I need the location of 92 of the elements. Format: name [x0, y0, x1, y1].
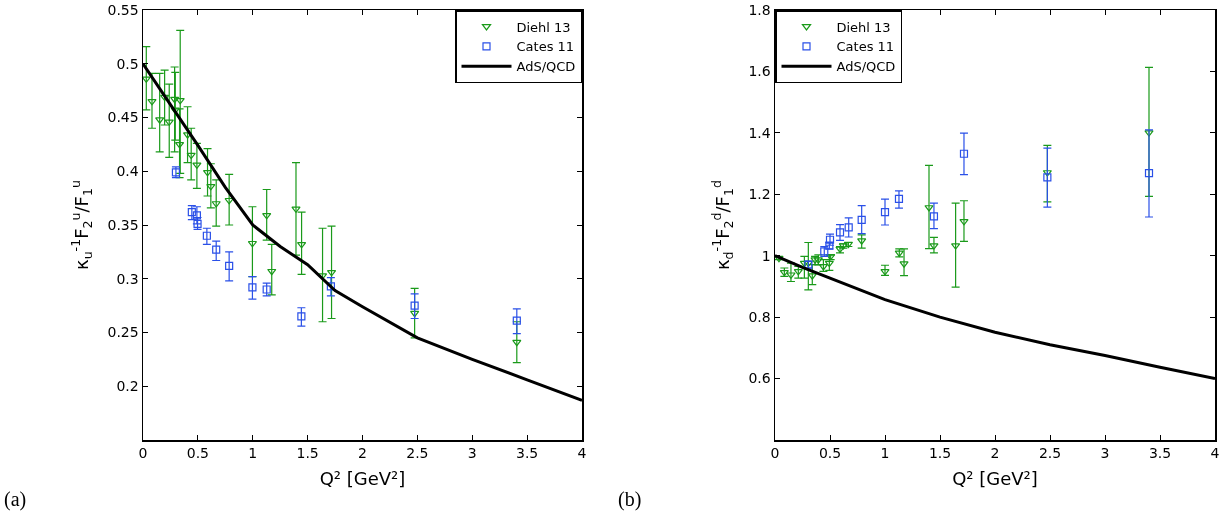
legend-label: Cates 11 — [516, 39, 575, 55]
point — [1043, 173, 1052, 182]
point — [880, 208, 890, 217]
point — [410, 301, 419, 310]
point — [959, 218, 969, 226]
text: (a) — [4, 488, 27, 511]
point — [141, 76, 151, 83]
y-tick-label: 1 — [761, 247, 771, 264]
legend-label: Diehl 13 — [836, 19, 891, 35]
point — [807, 273, 817, 280]
x-tick-label: 2.5 — [1038, 445, 1062, 462]
x-tick-label: 3.5 — [1148, 445, 1172, 462]
point — [248, 283, 257, 292]
x-tick-label: 0 — [138, 445, 148, 462]
x-tick-label: 0 — [770, 445, 780, 462]
x-tick-label: 3 — [1100, 445, 1110, 462]
point — [297, 312, 306, 321]
x-tick-label: 2 — [990, 445, 1000, 462]
legend-label: AdS/QCD — [836, 59, 896, 75]
point — [164, 119, 174, 126]
y-tick-label: 1.8 — [748, 1, 771, 18]
point — [155, 117, 165, 124]
x-tick-label: 3 — [467, 445, 477, 462]
point — [786, 272, 796, 279]
point — [929, 212, 939, 221]
point — [959, 149, 969, 158]
point — [192, 211, 201, 220]
x-tick-label: 0.5 — [186, 445, 210, 462]
point — [326, 282, 335, 291]
point — [202, 169, 213, 177]
point — [212, 245, 221, 254]
y-tick-label: 0.2 — [116, 378, 139, 395]
point — [211, 201, 221, 208]
legend-label: AdS/QCD — [516, 59, 576, 75]
x-tick-label: 1 — [248, 445, 258, 462]
point — [929, 243, 939, 250]
point — [267, 268, 277, 276]
point — [824, 260, 834, 268]
point — [262, 212, 272, 220]
y-tick-label: 0.45 — [107, 109, 139, 126]
x-tick-label: 1.5 — [296, 445, 319, 462]
point — [224, 197, 234, 205]
y-tick-label: 1.4 — [748, 124, 771, 141]
point — [880, 269, 890, 276]
point — [1042, 170, 1052, 177]
x-tick-label: 2 — [358, 445, 367, 462]
y-tick-label: 0.3 — [116, 270, 139, 287]
point — [1144, 130, 1154, 137]
point — [924, 205, 934, 212]
x-tick-label: 4 — [1210, 445, 1220, 462]
point — [326, 269, 337, 277]
point — [857, 215, 866, 224]
x-tick-label: 2.5 — [406, 445, 429, 462]
point — [899, 261, 909, 268]
point — [187, 208, 196, 217]
point — [844, 223, 853, 232]
point — [894, 194, 904, 203]
y-tick-label: 0.5 — [116, 55, 139, 72]
y-tick-label: 1.6 — [748, 63, 771, 80]
point — [247, 240, 258, 248]
point — [159, 94, 170, 102]
point — [186, 152, 196, 160]
point — [147, 99, 157, 106]
x-tick-label: 1.5 — [928, 445, 952, 462]
point — [512, 316, 521, 325]
point — [225, 261, 234, 270]
y-tick-label: 0.6 — [748, 370, 771, 387]
x-axis-title: Q² [GeV²] — [952, 468, 1038, 490]
point — [291, 206, 301, 213]
x-tick-label: 1 — [880, 445, 890, 462]
point — [512, 339, 522, 347]
point — [169, 96, 180, 104]
point — [835, 228, 845, 237]
x-axis-title: Q² [GeV²] — [319, 468, 406, 490]
text: (b) — [618, 488, 642, 511]
y-tick-label: 0.8 — [748, 309, 771, 326]
y-tick-label: 0.4 — [116, 163, 139, 180]
point — [202, 231, 211, 240]
point — [175, 97, 185, 105]
point — [192, 162, 202, 169]
point — [409, 310, 420, 318]
y-tick-label: 0.35 — [107, 216, 139, 233]
legend-label: Cates 11 — [836, 39, 895, 55]
y-tick-label: 0.55 — [107, 1, 139, 18]
y-tick-label: 0.25 — [107, 324, 139, 341]
x-tick-label: 0.5 — [818, 445, 842, 462]
legend-label: Diehl 13 — [516, 19, 571, 35]
x-tick-label: 4 — [577, 445, 587, 462]
point — [1144, 168, 1154, 178]
x-tick-label: 3.5 — [516, 445, 539, 462]
point — [206, 183, 216, 191]
y-tick-label: 1.2 — [748, 186, 771, 203]
